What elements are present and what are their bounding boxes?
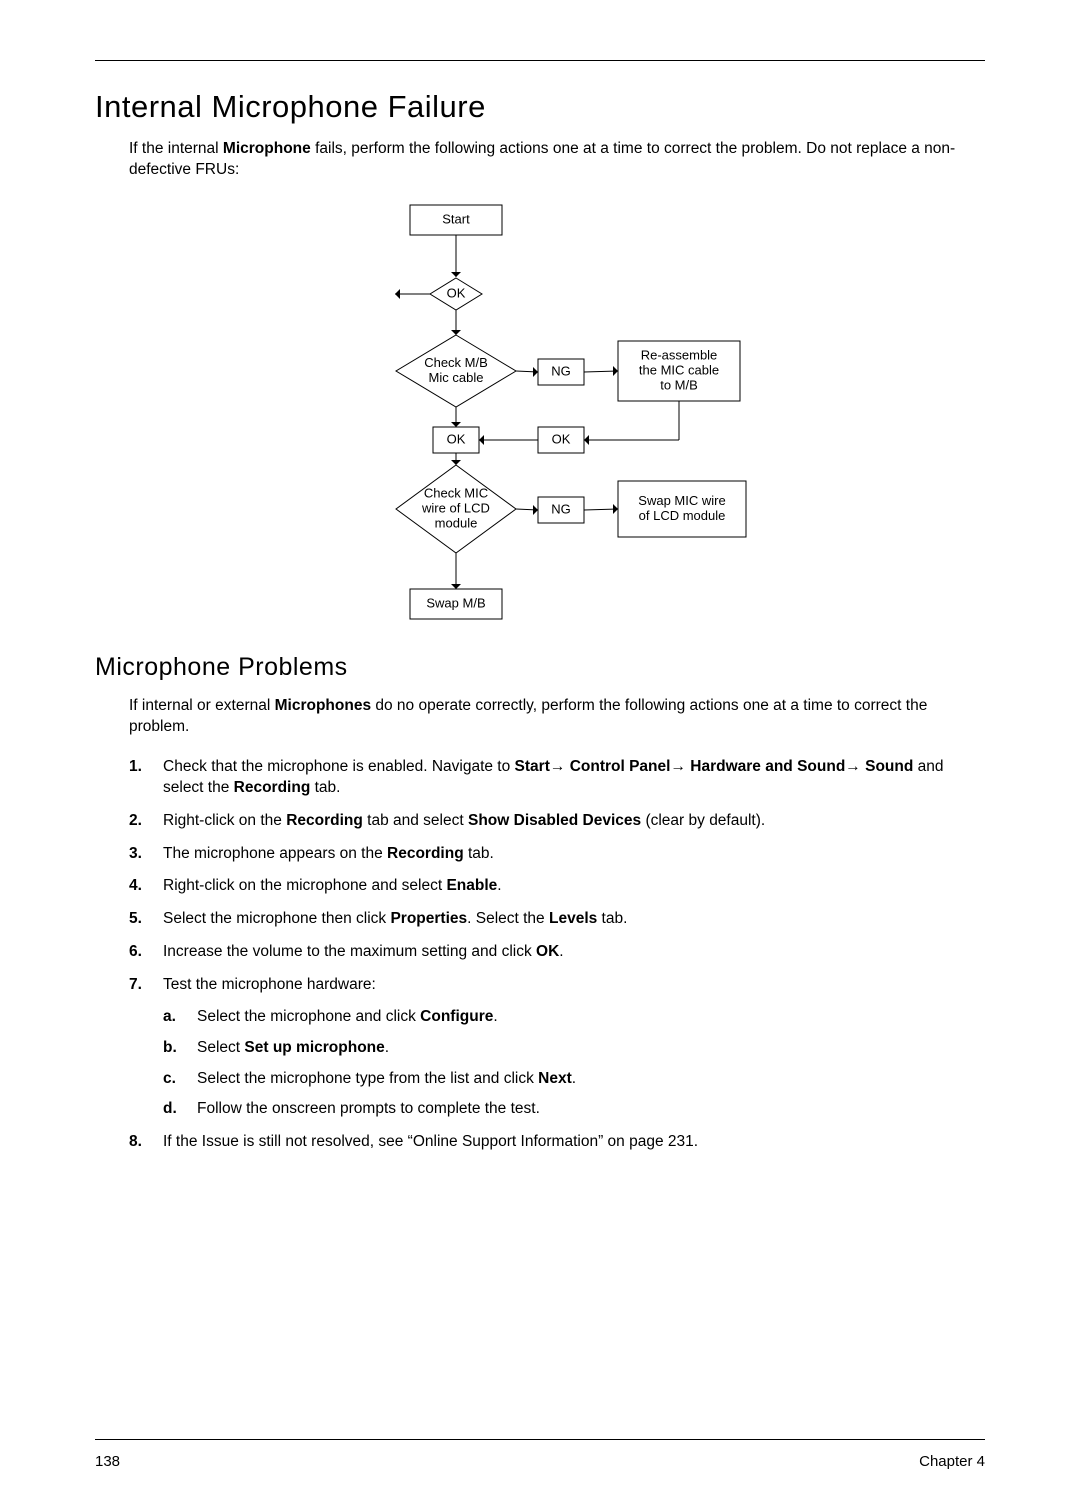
- svg-text:NG: NG: [551, 363, 571, 378]
- s4-enable: Enable: [446, 877, 497, 894]
- s1-rec: Recording: [234, 779, 311, 796]
- step-7-num: 7.: [129, 974, 142, 996]
- page-footer: 138 Chapter 4: [95, 1453, 985, 1470]
- svg-text:Swap M/B: Swap M/B: [426, 595, 485, 610]
- s7a-a: Select the microphone and click: [197, 1008, 420, 1025]
- s2c: (clear by default).: [641, 812, 765, 829]
- step-4: 4. Right-click on the microphone and sel…: [129, 875, 985, 897]
- s5-levels: Levels: [549, 910, 597, 927]
- s7b-a: Select: [197, 1039, 244, 1056]
- step-7a-letter: a.: [163, 1006, 176, 1028]
- step-2: 2. Right-click on the Recording tab and …: [129, 810, 985, 832]
- svg-text:Re-assemble: Re-assemble: [641, 347, 718, 362]
- svg-text:to M/B: to M/B: [660, 377, 698, 392]
- intro2-bold: Microphones: [275, 697, 371, 714]
- s1-hs: Hardware and Sound: [690, 758, 845, 775]
- svg-text:Mic cable: Mic cable: [429, 370, 484, 385]
- s8: If the Issue is still not resolved, see …: [163, 1133, 698, 1150]
- s7a-conf: Configure: [420, 1008, 493, 1025]
- s6b: .: [559, 943, 563, 960]
- s6-ok: OK: [536, 943, 559, 960]
- bottom-rule: [95, 1439, 985, 1440]
- s1-sound: Sound: [865, 758, 913, 775]
- arrow-icon: →: [845, 758, 865, 775]
- s2b: tab and select: [363, 812, 468, 829]
- step-3-num: 3.: [129, 843, 142, 865]
- s7: Test the microphone hardware:: [163, 976, 376, 993]
- page-number: 138: [95, 1453, 120, 1470]
- s1a: Check that the microphone is enabled. Na…: [163, 758, 515, 775]
- svg-text:of LCD module: of LCD module: [639, 508, 726, 523]
- step-5: 5. Select the microphone then click Prop…: [129, 908, 985, 930]
- s3b: tab.: [464, 845, 494, 862]
- step-7b-letter: b.: [163, 1037, 177, 1059]
- step-3: 3. The microphone appears on the Recordi…: [129, 843, 985, 865]
- top-rule: [95, 60, 985, 61]
- s3a: The microphone appears on the: [163, 845, 387, 862]
- step-6: 6. Increase the volume to the maximum se…: [129, 941, 985, 963]
- s2a: Right-click on the: [163, 812, 286, 829]
- svg-text:Start: Start: [442, 211, 470, 226]
- intro1-a: If the internal: [129, 140, 223, 157]
- s7c-next: Next: [538, 1070, 572, 1087]
- step-7d: d. Follow the onscreen prompts to comple…: [163, 1098, 985, 1120]
- step-2-num: 2.: [129, 810, 142, 832]
- step-7c-letter: c.: [163, 1068, 176, 1090]
- step-7: 7. Test the microphone hardware: a. Sele…: [129, 974, 985, 1120]
- step-8: 8. If the Issue is still not resolved, s…: [129, 1131, 985, 1153]
- step-7c: c. Select the microphone type from the l…: [163, 1068, 985, 1090]
- s1-cp: Control Panel: [570, 758, 671, 775]
- arrow-icon: →: [670, 758, 690, 775]
- s7b-set: Set up microphone: [244, 1039, 384, 1056]
- intro-mic-problems: If internal or external Microphones do n…: [129, 696, 985, 738]
- step-7a: a. Select the microphone and click Confi…: [163, 1006, 985, 1028]
- s5c: tab.: [597, 910, 627, 927]
- s7c-a: Select the microphone type from the list…: [197, 1070, 538, 1087]
- s7b-b: .: [385, 1039, 389, 1056]
- flowchart-container: Start OK Check M/BMic cable NG Re-assembleth…: [155, 199, 985, 629]
- svg-text:OK: OK: [447, 431, 466, 446]
- svg-text:the MIC cable: the MIC cable: [639, 362, 719, 377]
- s1c: tab.: [310, 779, 340, 796]
- heading-mic-problems: Microphone Problems: [95, 653, 985, 682]
- steps-list: 1. Check that the microphone is enabled.…: [129, 756, 985, 1153]
- intro1-bold: Microphone: [223, 140, 311, 157]
- s4a: Right-click on the microphone and select: [163, 877, 446, 894]
- step-4-num: 4.: [129, 875, 142, 897]
- s1-start: Start: [515, 758, 550, 775]
- step-6-num: 6.: [129, 941, 142, 963]
- s7d: Follow the onscreen prompts to complete …: [197, 1100, 540, 1117]
- step-8-num: 8.: [129, 1131, 142, 1153]
- arrow-icon: →: [550, 758, 570, 775]
- svg-text:wire of LCD: wire of LCD: [421, 500, 490, 515]
- s7a-b: .: [493, 1008, 497, 1025]
- svg-text:module: module: [435, 515, 478, 530]
- svg-text:Swap MIC wire: Swap MIC wire: [638, 493, 725, 508]
- svg-text:Check M/B: Check M/B: [424, 355, 488, 370]
- step-7b: b. Select Set up microphone.: [163, 1037, 985, 1059]
- s7c-b: .: [572, 1070, 576, 1087]
- s5b: . Select the: [467, 910, 549, 927]
- intro-internal-mic: If the internal Microphone fails, perfor…: [129, 139, 985, 181]
- s3-rec: Recording: [387, 845, 464, 862]
- s2-rec: Recording: [286, 812, 363, 829]
- s5-props: Properties: [390, 910, 467, 927]
- svg-text:Check MIC: Check MIC: [424, 485, 488, 500]
- s4b: .: [497, 877, 501, 894]
- substeps-list: a. Select the microphone and click Confi…: [163, 1006, 985, 1120]
- svg-text:OK: OK: [552, 431, 571, 446]
- s2-show: Show Disabled Devices: [468, 812, 641, 829]
- s6a: Increase the volume to the maximum setti…: [163, 943, 536, 960]
- svg-text:OK: OK: [447, 285, 466, 300]
- step-1: 1. Check that the microphone is enabled.…: [129, 756, 985, 799]
- flowchart-svg: Start OK Check M/BMic cable NG Re-assembleth…: [335, 199, 805, 629]
- s5a: Select the microphone then click: [163, 910, 390, 927]
- heading-internal-mic: Internal Microphone Failure: [95, 89, 985, 125]
- svg-text:NG: NG: [551, 501, 571, 516]
- step-1-num: 1.: [129, 756, 142, 778]
- chapter-label: Chapter 4: [919, 1453, 985, 1470]
- intro2-a: If internal or external: [129, 697, 275, 714]
- step-7d-letter: d.: [163, 1098, 177, 1120]
- step-5-num: 5.: [129, 908, 142, 930]
